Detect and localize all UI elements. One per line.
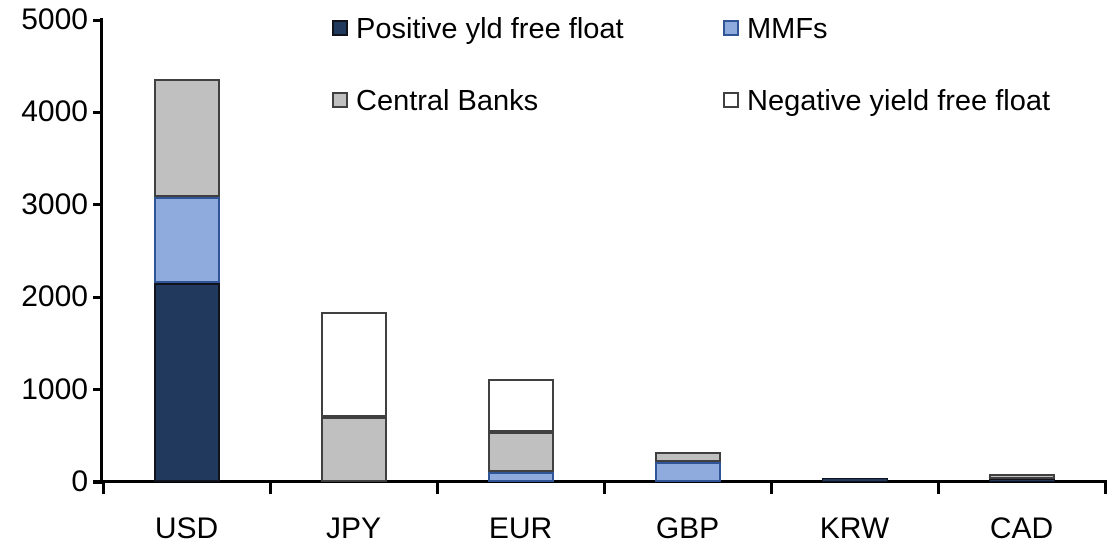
- legend-label: Central Banks: [356, 85, 539, 117]
- y-axis-tick: [93, 480, 103, 484]
- bar-segment-gbp-mmfs: [654, 461, 721, 482]
- bar-segment-usd-mmfs: [153, 197, 220, 284]
- y-axis-tick: [93, 388, 103, 392]
- legend-label: Positive yld free float: [356, 13, 624, 45]
- y-axis-tick: [93, 295, 103, 299]
- legend-swatch-negative-yield-free-float: [723, 92, 739, 108]
- x-axis-tick: [1103, 482, 1107, 494]
- x-axis-category-label: GBP: [655, 512, 720, 545]
- bar-segment-usd-central-banks: [153, 79, 220, 198]
- y-axis-tick: [93, 110, 103, 114]
- y-axis-line: [100, 18, 103, 482]
- y-axis-tick-label: 5000: [21, 3, 88, 36]
- y-axis-tick-label: 0: [71, 465, 88, 498]
- legend-label: Negative yield free float: [747, 85, 1051, 117]
- bar-segment-jpy-negative-yield-free-float: [320, 311, 387, 418]
- bar-segment-jpy-central-banks: [320, 417, 387, 482]
- bar-segment-eur-mmfs: [487, 471, 554, 482]
- legend-label: MMFs: [747, 13, 828, 45]
- legend-swatch-mmfs: [723, 20, 739, 36]
- x-axis-category-label: CAD: [989, 512, 1054, 545]
- x-axis-tick: [936, 482, 940, 494]
- x-axis-category-label: USD: [154, 512, 219, 545]
- x-axis-line: [93, 480, 1107, 483]
- x-axis-category-label: EUR: [488, 512, 553, 545]
- y-axis-tick: [93, 203, 103, 207]
- bar-segment-usd-positive-yld-free-float: [153, 283, 220, 482]
- bar-segment-cad-central-banks: [988, 473, 1055, 479]
- bar-segment-eur-central-banks: [487, 432, 554, 472]
- x-axis-tick: [435, 482, 439, 494]
- x-axis-tick: [268, 482, 272, 494]
- bar-segment-krw-positive-yld-free-float: [821, 477, 888, 482]
- bar-segment-gbp-central-banks: [654, 451, 721, 462]
- y-axis-tick-label: 1000: [21, 372, 88, 406]
- x-axis-category-label: JPY: [325, 512, 382, 545]
- y-axis-tick-label: 3000: [21, 187, 88, 221]
- y-axis-tick-label: 2000: [21, 280, 88, 314]
- x-axis-tick: [602, 482, 606, 494]
- x-axis-category-label: KRW: [819, 512, 890, 545]
- y-axis-tick-label: 4000: [21, 95, 88, 129]
- x-axis-tick: [769, 482, 773, 494]
- legend-swatch-positive-yld-free-float: [332, 20, 348, 36]
- x-axis-tick: [101, 482, 105, 494]
- bar-segment-eur-negative-yield-free-float: [487, 379, 554, 433]
- legend-swatch-central-banks: [332, 92, 348, 108]
- bar-segment-cad-positive-yld-free-float: [988, 478, 1055, 482]
- y-axis-tick: [93, 18, 103, 22]
